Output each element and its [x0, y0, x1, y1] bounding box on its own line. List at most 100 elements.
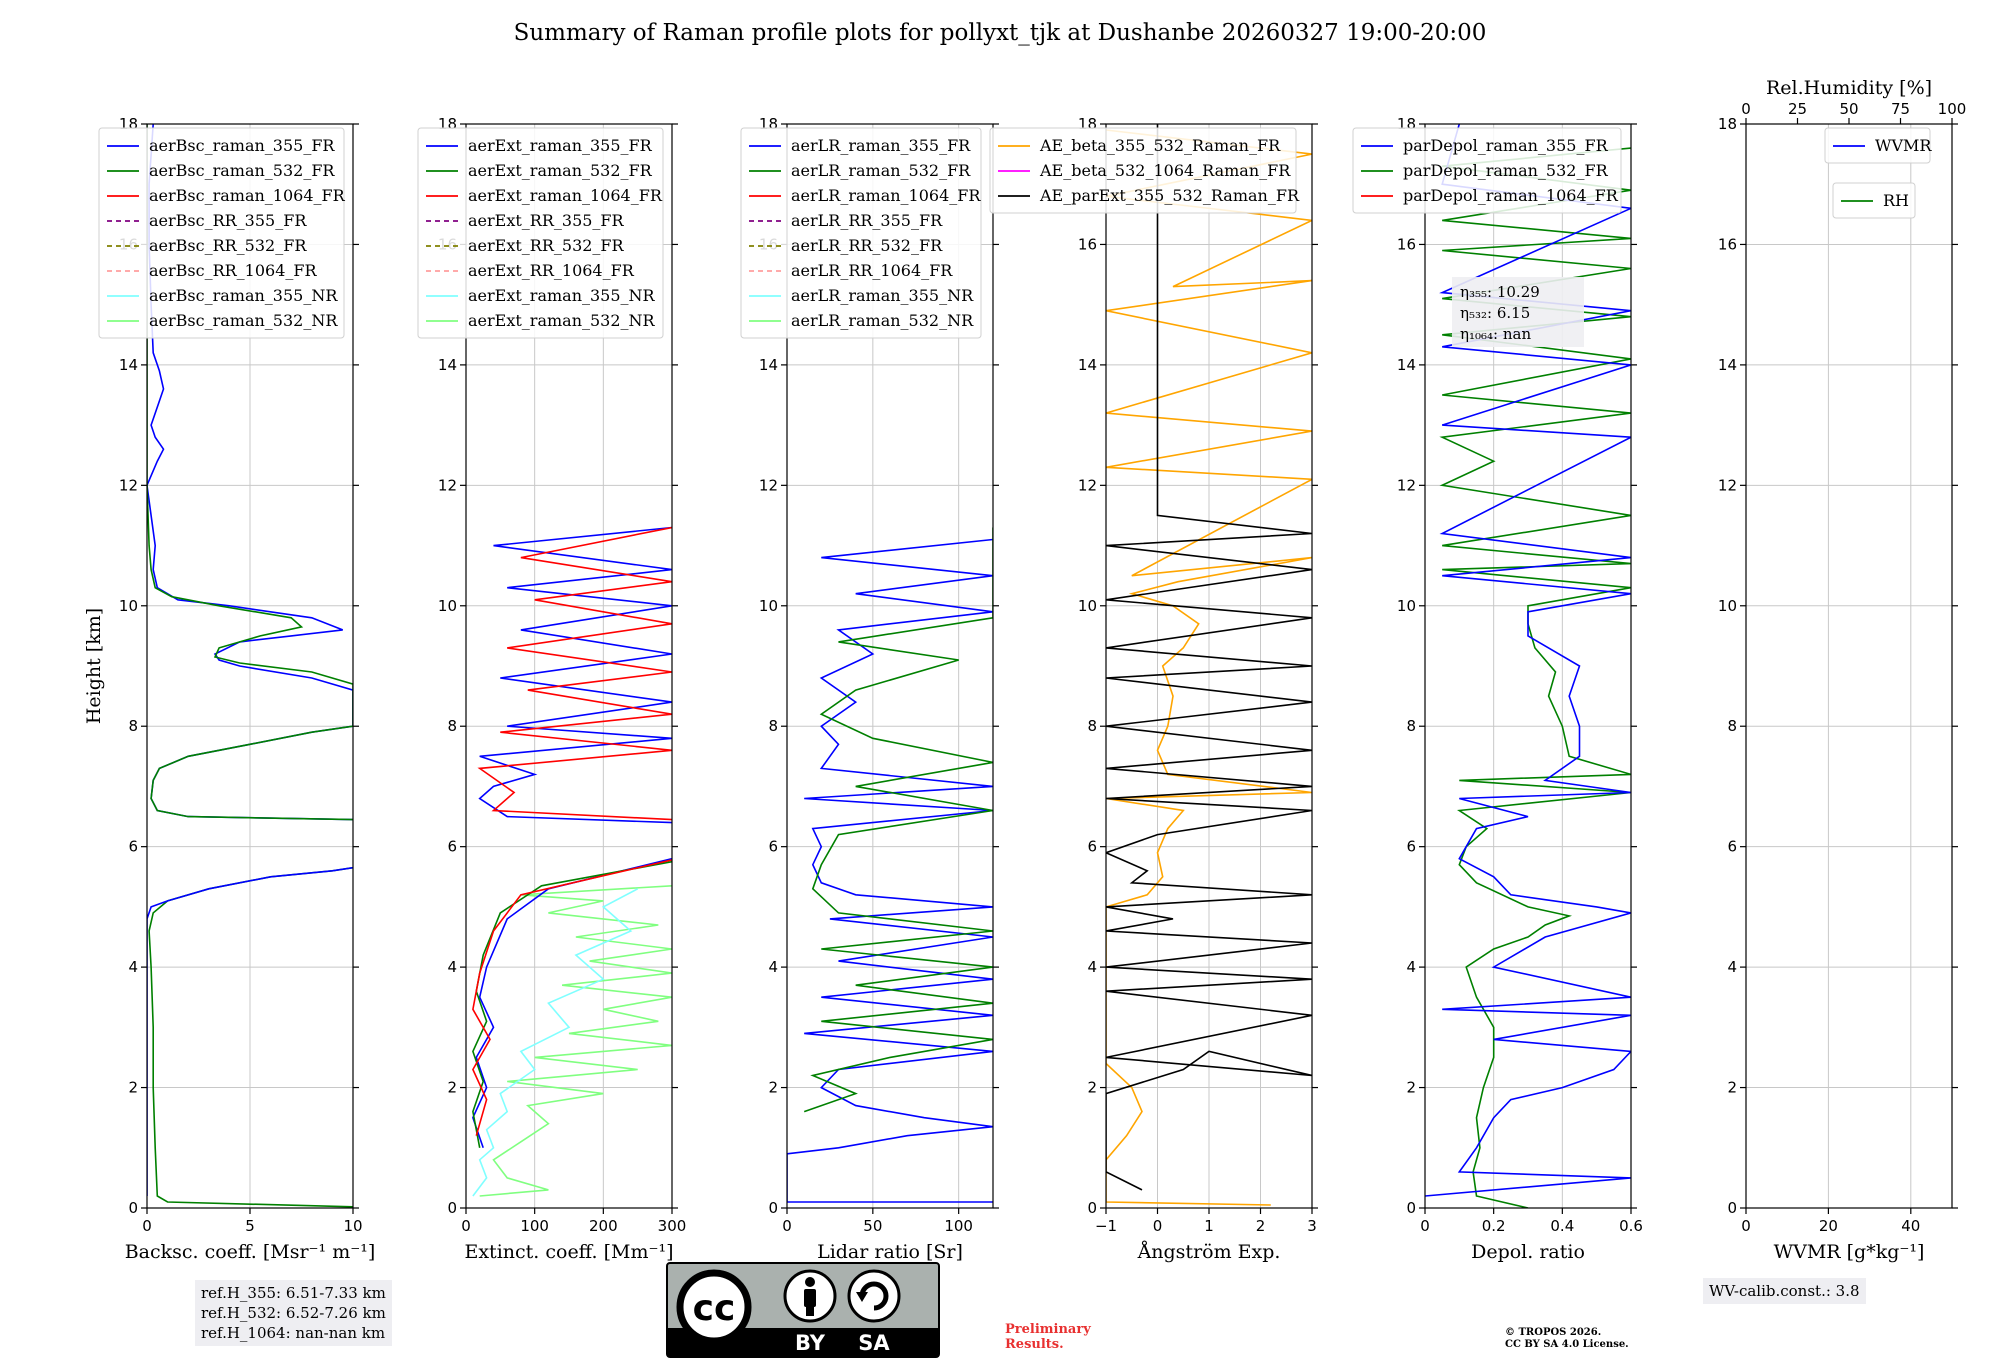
legend-bsc-box — [98, 127, 345, 339]
y-tick-label: 4 — [1727, 958, 1737, 976]
legend-bsc-entry: aerBsc_raman_532_NR — [149, 311, 338, 330]
x-axis-label: WVMR [g*kg⁻¹] — [1774, 1241, 1925, 1263]
y-tick-label: 0 — [1727, 1199, 1737, 1217]
x-tick-label: 100 — [944, 1217, 973, 1235]
x-tick-label: 0 — [1153, 1217, 1163, 1235]
y-tick-label: 6 — [1087, 838, 1097, 856]
by-label: BY — [795, 1331, 826, 1355]
legend-bsc-entry: aerBsc_raman_355_FR — [149, 136, 335, 155]
y-tick-label: 14 — [119, 356, 138, 374]
y-tick-label: 0 — [768, 1199, 778, 1217]
y-tick-label: 2 — [1727, 1079, 1737, 1097]
y-tick-label: 8 — [768, 717, 778, 735]
y-tick-label: 6 — [1727, 838, 1737, 856]
legend-wvmr-box — [1824, 127, 1931, 164]
axes-frame — [1745, 123, 1953, 1209]
legend-lr-entry: aerLR_RR_1064_FR — [791, 261, 953, 280]
x-tick-label: 300 — [658, 1217, 687, 1235]
y-tick-label: 8 — [1406, 717, 1416, 735]
axes-frame — [1424, 123, 1632, 1209]
legend-ext-entry: aerExt_raman_355_FR — [468, 136, 653, 155]
legend-ext-entry: aerExt_RR_532_FR — [468, 236, 625, 255]
y-tick-label: 16 — [1397, 235, 1416, 253]
series-line-aerBsc_raman_532_FR — [148, 866, 353, 1208]
x-tick-label: 0.4 — [1550, 1217, 1574, 1235]
x-tick-label: 20 — [1819, 1217, 1838, 1235]
y-tick-label: 2 — [1406, 1079, 1416, 1097]
x-axis-label: Depol. ratio — [1471, 1241, 1585, 1263]
eta-annotation: η₅₃₂: 6.15 — [1460, 304, 1530, 322]
y-tick-label: 4 — [128, 958, 138, 976]
legend-depol-entry: parDepol_raman_355_FR — [1403, 136, 1609, 155]
x-axis-label: Ångström Exp. — [1137, 1241, 1281, 1263]
y-tick-label: 0 — [128, 1199, 138, 1217]
panel-bsc: 0246810121416180510Backsc. coeff. [Msr⁻¹… — [98, 115, 375, 1263]
legend-bsc-entry: aerBsc_RR_355_FR — [149, 211, 307, 230]
y-tick-label: 8 — [447, 717, 457, 735]
x-tick-label: 100 — [520, 1217, 549, 1235]
y-tick-label: 10 — [759, 597, 778, 615]
x-tick-label: 0 — [461, 1217, 471, 1235]
y-tick-label: 18 — [1718, 115, 1737, 133]
y-tick-label: 10 — [438, 597, 457, 615]
cc-circle-icon — [676, 1269, 752, 1345]
y-tick-label: 8 — [1087, 717, 1097, 735]
legend-bsc-entry: aerBsc_raman_532_FR — [149, 161, 335, 180]
x-tick-label: 1 — [1204, 1217, 1214, 1235]
series-line-aerExt_raman_1064_FR — [472, 859, 672, 1136]
y-tick-label: 2 — [447, 1079, 457, 1097]
x-tick-label: 0.2 — [1482, 1217, 1506, 1235]
legend-lr-entry: aerLR_raman_355_FR — [791, 136, 971, 155]
copyright-note: © TROPOS 2026. CC BY SA 4.0 License. — [1505, 1327, 1629, 1351]
y-tick-label: 14 — [1078, 356, 1097, 374]
y-tick-label: 12 — [438, 476, 457, 494]
series-line-aerExt_raman_532_FR — [472, 860, 672, 1148]
legend-ae-box — [989, 127, 1297, 214]
legend-ext-entry: aerExt_RR_355_FR — [468, 211, 625, 230]
legend-depol-entry: parDepol_raman_1064_FR — [1403, 186, 1619, 205]
y-tick-label: 12 — [759, 476, 778, 494]
y-tick-label: 12 — [1397, 476, 1416, 494]
ref-height-532: ref.H_532: 6.52-7.26 km — [201, 1304, 386, 1322]
x-tick-label: 3 — [1307, 1217, 1317, 1235]
y-tick-label: 16 — [1078, 235, 1097, 253]
top-tick-label: 25 — [1788, 100, 1807, 118]
axes-frame — [786, 123, 994, 1209]
legend-ext-entry: aerExt_RR_1064_FR — [468, 261, 635, 280]
page-title: Summary of Raman profile plots for polly… — [513, 20, 1487, 46]
x-tick-label: 5 — [245, 1217, 255, 1235]
reference-height-box: ref.H_355: 6.51-7.33 km ref.H_532: 6.52-… — [195, 1280, 392, 1346]
y-tick-label: 0 — [1406, 1199, 1416, 1217]
y-tick-label: 6 — [768, 838, 778, 856]
y-tick-label: 4 — [768, 958, 778, 976]
series-line-AE_beta_355_532_Raman_FR — [1106, 129, 1312, 1206]
legend-rh-box — [1832, 182, 1916, 219]
y-tick-label: 6 — [128, 838, 138, 856]
y-tick-label: 8 — [1727, 717, 1737, 735]
copyright-line-2: CC BY SA 4.0 License. — [1505, 1339, 1629, 1350]
legend-bsc-entry: aerBsc_RR_1064_FR — [149, 261, 318, 280]
series-line-aerExt_raman_355_FR — [472, 857, 672, 1149]
y-tick-label: 14 — [759, 356, 778, 374]
y-tick-label: 2 — [128, 1079, 138, 1097]
top-tick-label: 75 — [1891, 100, 1910, 118]
y-tick-label: 0 — [1087, 1199, 1097, 1217]
x-tick-label: 40 — [1901, 1217, 1920, 1235]
legend-ext-entry: aerExt_raman_1064_FR — [468, 186, 663, 205]
preliminary-results-note: Preliminary Results. — [1005, 1322, 1091, 1352]
axes-frame — [465, 123, 673, 1209]
y-tick-label: 4 — [447, 958, 457, 976]
y-tick-label: 2 — [768, 1079, 778, 1097]
y-tick-label: 14 — [1397, 356, 1416, 374]
wv-calibration-note: WV-calib.const.: 3.8 — [1703, 1278, 1866, 1304]
y-tick-label: 10 — [1718, 597, 1737, 615]
series-line-aerBsc_raman_355_FR — [147, 866, 353, 1196]
top-tick-label: 100 — [1938, 100, 1967, 118]
panel-ext: 0246810121416180100200300Extinct. coeff.… — [417, 115, 687, 1263]
legend-bsc-entry: aerBsc_RR_532_FR — [149, 236, 307, 255]
legend-rh-entry: RH — [1883, 191, 1909, 210]
legend-lr-entry: aerLR_RR_355_FR — [791, 211, 943, 230]
